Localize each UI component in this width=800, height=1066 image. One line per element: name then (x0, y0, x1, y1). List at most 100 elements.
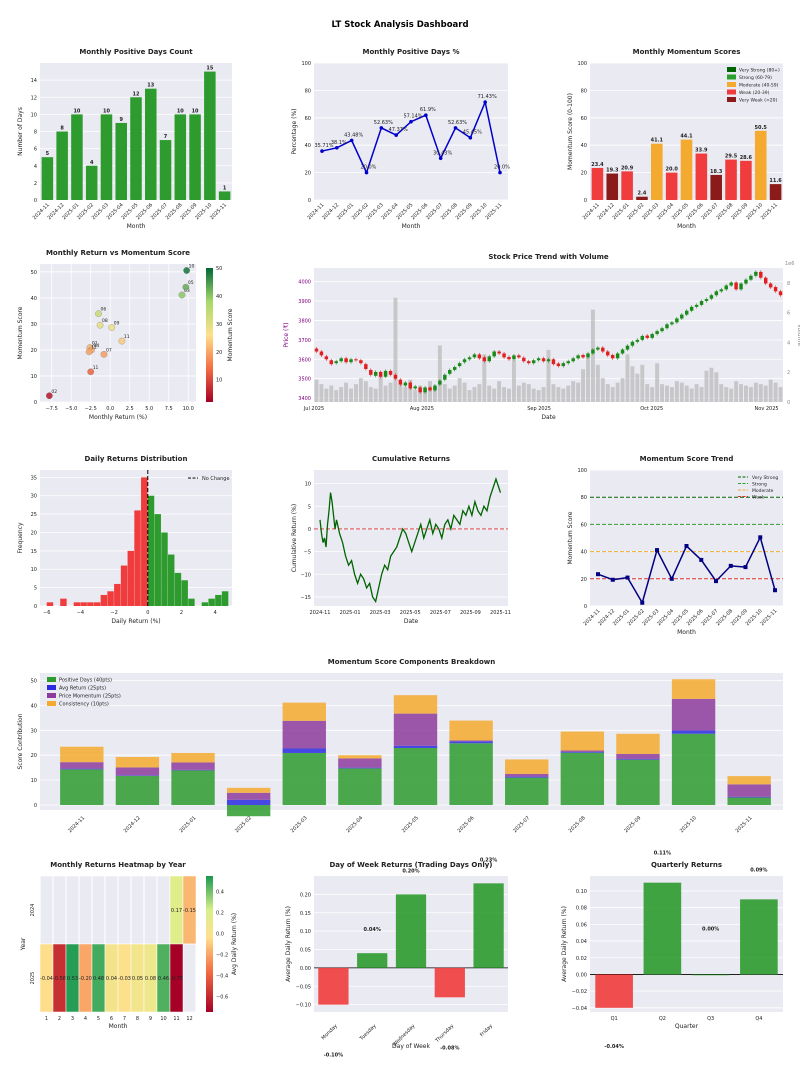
data-point (758, 535, 763, 540)
histogram-bin (141, 477, 148, 606)
chart-title: Monthly Returns Heatmap by Year (50, 861, 186, 869)
stacked-segment (727, 797, 771, 806)
y-tick-label: 40 (581, 550, 587, 556)
candle-body (354, 359, 358, 361)
y2-tick-label: 0 (787, 400, 790, 406)
histogram-bin (120, 565, 128, 606)
volume-bar (679, 382, 684, 402)
bar (680, 139, 693, 200)
candle-body (413, 386, 417, 389)
data-point (379, 126, 384, 130)
volume-bar (388, 382, 393, 402)
volume-bar (773, 382, 778, 402)
stacked-segment (171, 752, 215, 763)
candle-body (497, 351, 501, 354)
candle-body (704, 299, 709, 302)
x-tick-label: 2024-11 (310, 610, 331, 616)
legend-swatch (47, 677, 56, 682)
histogram-bin (114, 583, 121, 606)
volume-bar (590, 309, 595, 402)
y-tick-label: 100 (577, 61, 587, 67)
candle-body (522, 357, 526, 362)
x-tick-label: 2025-07 (512, 815, 531, 834)
bar (691, 974, 730, 976)
legend-label: Weak (20-39) (739, 90, 770, 96)
point-label: 12 (91, 345, 97, 351)
bar-value-label: 0.09% (750, 867, 767, 873)
candle-body (759, 271, 763, 278)
candle-body (383, 370, 388, 377)
x-tick-label: 2025-03 (370, 610, 391, 616)
candle-body (635, 339, 640, 342)
stacked-segment (60, 762, 104, 769)
volume-bar (339, 387, 344, 402)
volume-bar (684, 385, 689, 402)
volume-bar (739, 384, 744, 402)
data-point (655, 548, 659, 553)
chart-p7: Cumulative Returns −15 −10 −5 0 5 10 Cumulative… (291, 455, 511, 625)
histogram-bin (201, 602, 209, 606)
x-tick-label: −2.5 (85, 406, 97, 412)
heatmap-cell-empty (183, 943, 197, 1013)
chart-p5: Stock Price Trend with Volume 3400 3500 360… (283, 253, 800, 421)
y-tick-label: 40 (31, 703, 37, 709)
y-tick-label: 0.06 (576, 922, 587, 928)
candle-body (749, 275, 753, 280)
volume-bar (630, 366, 635, 402)
candle-body (744, 279, 748, 284)
x-tick-label: −4 (77, 610, 84, 616)
bar (41, 157, 54, 200)
colorbar (206, 268, 213, 402)
data-point (438, 156, 443, 161)
volume-bar (521, 382, 526, 402)
x-tick-label: 11 (173, 1016, 179, 1022)
candle-body (620, 349, 625, 354)
y-tick-label: 20 (31, 348, 37, 354)
candle-body (334, 361, 338, 364)
candle-body (739, 283, 743, 290)
colorbar-tick-label: 0.2 (216, 911, 224, 917)
candle-body (314, 348, 319, 352)
point-label: 06 (101, 307, 107, 313)
stacked-segment (505, 773, 549, 777)
volume-bar (368, 387, 373, 402)
stacked-segment (505, 776, 549, 778)
x-tick-label: 6 (110, 1016, 113, 1022)
candle-body (359, 360, 363, 364)
scatter-point (100, 351, 108, 358)
chart-p11: Day of Week Returns (Trading Days Only) −… (285, 857, 508, 1059)
volume-bar (655, 363, 660, 402)
volume-bar (442, 384, 447, 402)
y-tick-label: −0.05 (296, 984, 311, 990)
bar (174, 114, 187, 200)
point-value-label: 52.63% (448, 120, 467, 126)
y-tick-label: 0 (584, 604, 587, 610)
volume-bar (566, 385, 571, 402)
y-axis-label: Momentum Score (17, 306, 24, 359)
stacked-segment (393, 713, 438, 746)
data-point (596, 572, 600, 577)
y-axis-label: Score Contribution (17, 713, 24, 769)
heatmap-cell-label: 0.04 (106, 976, 117, 982)
bar (740, 899, 778, 975)
point-label: 10 (189, 264, 195, 270)
heatmap-cell-label: 0.17 (171, 908, 182, 914)
bar-value-label: 15 (206, 66, 213, 72)
y-tick-label: 0 (34, 400, 37, 406)
bar (651, 143, 663, 200)
candle-body (433, 385, 437, 391)
chart-title: Monthly Positive Days % (363, 48, 460, 56)
candle-body (364, 364, 368, 369)
y-tick-label: 0.10 (300, 929, 311, 935)
bar (725, 159, 737, 200)
histogram-bin (181, 580, 188, 606)
volume-bar (605, 384, 610, 402)
candle-body (685, 310, 689, 315)
data-point (610, 577, 615, 582)
volume-bar (423, 388, 428, 402)
histogram-bin (174, 572, 182, 606)
volume-bar (576, 382, 581, 402)
volume-bar (674, 381, 679, 402)
volume-bar (546, 349, 551, 402)
candle-body (660, 328, 664, 332)
